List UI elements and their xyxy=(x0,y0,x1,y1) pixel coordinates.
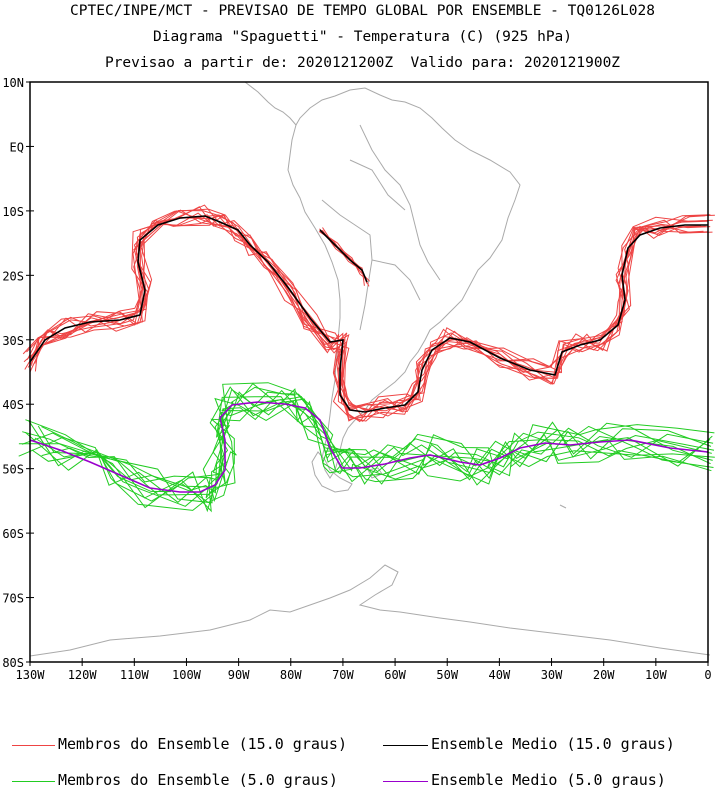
member-5-line xyxy=(22,397,711,499)
lat-tick-label: 30S xyxy=(2,334,24,348)
mean-15-main xyxy=(29,215,708,413)
mean-15-andes xyxy=(319,229,368,283)
chart-title-line-3: Previsao a partir de: 2020121200Z Valido… xyxy=(104,55,621,71)
spaghetti-map: 10N EQ 10S 20S 30S 40S 50S 60S 70S 80S 130W 120W 11… xyxy=(2,76,715,682)
member-15-line xyxy=(30,206,715,422)
lat-tick-label: 10N xyxy=(2,76,24,90)
lat-tick-label: 80S xyxy=(2,656,24,670)
lat-tick-label: 60S xyxy=(2,527,24,541)
lon-tick-label: 110W xyxy=(120,668,150,682)
member-5-line xyxy=(34,396,713,499)
coast-central-america xyxy=(244,81,297,126)
legend-swatch-members-15 xyxy=(12,745,55,746)
lon-tick-label: 60W xyxy=(384,668,406,682)
lat-tick-label: 20S xyxy=(2,269,24,283)
member-5-line xyxy=(41,388,715,494)
chart-title-line-1: CPTEC/INPE/MCT - PREVISAO DE TEMPO GLOBA… xyxy=(70,3,655,19)
ensemble-mean-5 xyxy=(29,401,709,493)
legend-label-mean-15: Ensemble Medio (15.0 graus) xyxy=(431,735,675,753)
mean-5-main xyxy=(29,401,709,493)
ensemble-members-15 xyxy=(22,204,715,423)
legend-swatch-mean-15 xyxy=(383,745,428,746)
legend-swatch-mean-5 xyxy=(383,781,428,782)
member-5-line xyxy=(18,389,715,503)
member-15-line xyxy=(22,214,711,417)
legend-label-members-15: Membros do Ensemble (15.0 graus) xyxy=(58,735,347,753)
lon-tick-label: 30W xyxy=(541,668,563,682)
member-5-line xyxy=(41,400,712,504)
member-15-line xyxy=(23,210,706,412)
border-misc-2 xyxy=(371,259,421,301)
member-15-andes-line xyxy=(321,232,365,286)
lat-tick-label: 40S xyxy=(2,398,24,412)
member-15-line xyxy=(24,204,702,413)
member-5-line xyxy=(31,396,713,507)
legend-label-mean-5: Ensemble Medio (5.0 graus) xyxy=(431,771,666,789)
border-andes xyxy=(321,199,373,331)
border-misc-1 xyxy=(349,159,406,211)
member-15-andes-line xyxy=(318,230,368,284)
coast-antarctica xyxy=(29,564,711,657)
lon-tick-label: 100W xyxy=(172,668,202,682)
lon-tick-label: 10W xyxy=(645,668,667,682)
lon-tick-label: 20W xyxy=(593,668,615,682)
member-5-line xyxy=(21,382,715,513)
lon-tick-label: 130W xyxy=(16,668,46,682)
legend-swatch-members-5 xyxy=(12,781,55,782)
lat-tick-label: EQ xyxy=(10,140,24,154)
ensemble-members-5 xyxy=(18,382,715,513)
member-15-line xyxy=(29,209,706,422)
lon-tick-label: 40W xyxy=(489,668,511,682)
lon-tick-label: 70W xyxy=(332,668,354,682)
plot-frame xyxy=(29,81,709,663)
latitude-axis: 10N EQ 10S 20S 30S 40S 50S 60S 70S 80S xyxy=(2,76,34,670)
ensemble-mean-15 xyxy=(29,215,708,413)
longitude-axis: 130W 120W 110W 100W 90W 80W 70W 60W 50W 40W 30W 20W… xyxy=(16,658,712,682)
coast-south-america xyxy=(287,87,521,479)
lon-tick-label: 0 xyxy=(704,668,711,682)
coastlines xyxy=(29,81,711,657)
lat-tick-label: 10S xyxy=(2,205,24,219)
lon-tick-label: 80W xyxy=(280,668,302,682)
coast-south-georgia xyxy=(559,504,567,509)
lon-tick-label: 120W xyxy=(68,668,98,682)
lat-tick-label: 50S xyxy=(2,463,24,477)
lat-tick-label: 70S xyxy=(2,592,24,606)
lon-tick-label: 90W xyxy=(228,668,250,682)
chart-title-line-2: Diagrama "Spaguetti" - Temperatura (C) (… xyxy=(152,29,573,45)
member-15-line xyxy=(26,214,704,422)
member-5-line xyxy=(24,386,714,503)
border-brazil xyxy=(359,124,441,281)
member-15-line xyxy=(33,209,713,411)
legend-label-members-5: Membros do Ensemble (5.0 graus) xyxy=(58,771,338,789)
lon-tick-label: 50W xyxy=(436,668,458,682)
